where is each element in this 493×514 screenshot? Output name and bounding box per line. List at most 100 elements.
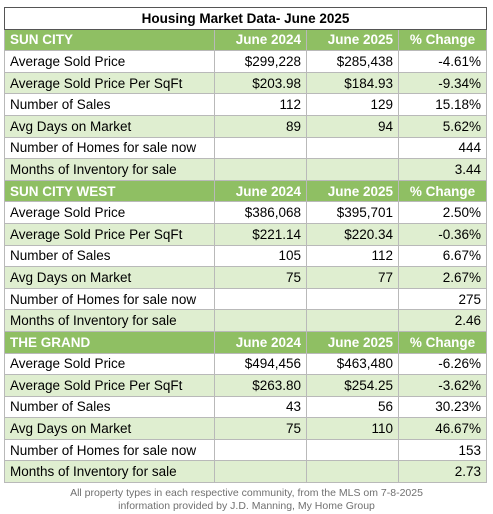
value-june-2025: 77: [306, 266, 399, 289]
row-label: Number of Sales: [4, 244, 215, 268]
column-header-june-2024: June 2024: [214, 330, 307, 354]
row-label: Average Sold Price Per SqFt: [4, 222, 215, 246]
row-label: Number of Sales: [4, 395, 215, 419]
title-row: Housing Market Data- June 2025: [3, 7, 488, 30]
table-row: Number of Sales 105 112 6.67%: [4, 244, 488, 268]
table-row: Avg Days on Market 75 110 46.67%: [4, 417, 488, 440]
value-june-2024: [214, 309, 307, 332]
table-row: Number of Homes for sale now 275: [4, 287, 488, 311]
table-row: Number of Homes for sale now 153: [4, 438, 488, 462]
value-june-2025: 129: [306, 93, 399, 116]
value-june-2025: $254.25: [306, 374, 399, 397]
value-pct-change: -9.34%: [397, 71, 488, 95]
value-june-2024: $386,068: [214, 201, 307, 224]
value-pct-change: -4.61%: [397, 50, 488, 73]
table-row: Average Sold Price Per SqFt $203.98 $184.9…: [4, 71, 488, 95]
value-june-2025: $395,701: [306, 201, 399, 224]
row-label: Average Sold Price Per SqFt: [4, 71, 215, 95]
value-june-2025: $220.34: [306, 222, 399, 246]
value-pct-change: 2.50%: [397, 201, 488, 224]
column-header-june-2025: June 2025: [306, 330, 399, 354]
value-june-2025: $285,438: [306, 50, 399, 73]
table-row: Months of Inventory for sale 2.46: [4, 309, 488, 332]
value-june-2024: 75: [214, 266, 307, 289]
value-june-2024: [214, 136, 307, 160]
value-june-2025: [306, 158, 399, 181]
table-row: Average Sold Price Per SqFt $221.14 $220.3…: [4, 222, 488, 246]
column-header-june-2024: June 2024: [214, 28, 307, 52]
section-name: SUN CITY: [4, 28, 215, 52]
value-pct-change: 15.18%: [397, 93, 488, 116]
value-june-2025: 56: [306, 395, 399, 419]
value-june-2024: 112: [214, 93, 307, 116]
value-june-2024: [214, 287, 307, 311]
column-header-pct-change: % Change: [397, 330, 488, 354]
value-june-2025: [306, 460, 399, 484]
market-data-table-container: Housing Market Data- June 2025 SUN CITY J…: [3, 7, 488, 484]
value-pct-change: 2.73: [397, 460, 488, 484]
value-june-2025: 112: [306, 244, 399, 268]
row-label: Number of Homes for sale now: [4, 136, 215, 160]
value-pct-change: -3.62%: [397, 374, 488, 397]
value-june-2024: 43: [214, 395, 307, 419]
row-label: Months of Inventory for sale: [4, 158, 215, 181]
table-row: Avg Days on Market 75 77 2.67%: [4, 266, 488, 289]
value-june-2024: 105: [214, 244, 307, 268]
row-label: Avg Days on Market: [4, 266, 215, 289]
value-june-2024: $221.14: [214, 222, 307, 246]
table-row: Months of Inventory for sale 2.73: [4, 460, 488, 484]
column-header-pct-change: % Change: [397, 179, 488, 203]
value-pct-change: 275: [397, 287, 488, 311]
row-label: Number of Homes for sale now: [4, 287, 215, 311]
value-june-2024: 89: [214, 114, 307, 138]
value-june-2025: [306, 136, 399, 160]
section-name: THE GRAND: [4, 330, 215, 354]
value-june-2024: [214, 158, 307, 181]
section-header-row: SUN CITY WEST June 2024 June 2025% Change: [4, 179, 488, 203]
value-pct-change: 153: [397, 438, 488, 462]
table-row: Average Sold Price $386,068 $395,701 2.50%: [4, 201, 488, 224]
table-row: Number of Sales 112 129 15.18%: [4, 93, 488, 116]
column-header-june-2024: June 2024: [214, 179, 307, 203]
value-pct-change: -0.36%: [397, 222, 488, 246]
table-title: Housing Market Data- June 2025: [3, 7, 488, 30]
row-label: Average Sold Price: [4, 201, 215, 224]
value-pct-change: 2.46: [397, 309, 488, 332]
value-june-2025: 94: [306, 114, 399, 138]
value-pct-change: 30.23%: [397, 395, 488, 419]
row-label: Number of Homes for sale now: [4, 438, 215, 462]
table-row: Average Sold Price $494,456 $463,480 -6.26%: [4, 352, 488, 376]
value-june-2024: $263.80: [214, 374, 307, 397]
table-row: Number of Homes for sale now 444: [4, 136, 488, 160]
value-june-2024: $299,228: [214, 50, 307, 73]
row-label: Months of Inventory for sale: [4, 460, 215, 484]
row-label: Avg Days on Market: [4, 417, 215, 440]
section-header-row: SUN CITY June 2024 June 2025% Change: [4, 28, 488, 52]
row-label: Average Sold Price Per SqFt: [4, 374, 215, 397]
table-row: Average Sold Price $299,228 $285,438 -4.61%: [4, 50, 488, 73]
column-header-june-2025: June 2025: [306, 28, 399, 52]
value-pct-change: 3.44: [397, 158, 488, 181]
value-june-2025: 110: [306, 417, 399, 440]
footer-line-1: All property types in each respective co…: [70, 487, 423, 499]
value-june-2025: [306, 287, 399, 311]
footer-note: All property types in each respective co…: [0, 487, 493, 512]
row-label: Months of Inventory for sale: [4, 309, 215, 332]
market-data-table: Housing Market Data- June 2025 SUN CITY J…: [3, 7, 488, 484]
column-header-june-2025: June 2025: [306, 179, 399, 203]
value-june-2024: $203.98: [214, 71, 307, 95]
value-june-2025: [306, 438, 399, 462]
footer-line-2: information provided by J.D. Manning, My…: [118, 499, 375, 512]
value-june-2024: [214, 460, 307, 484]
value-pct-change: 5.62%: [397, 114, 488, 138]
table-row: Avg Days on Market 89 94 5.62%: [4, 114, 488, 138]
table-row: Average Sold Price Per SqFt $263.80 $254.2…: [4, 374, 488, 397]
value-june-2025: $184.93: [306, 71, 399, 95]
value-pct-change: 6.67%: [397, 244, 488, 268]
row-label: Avg Days on Market: [4, 114, 215, 138]
value-june-2024: [214, 438, 307, 462]
table-row: Number of Sales 43 56 30.23%: [4, 395, 488, 419]
section-header-row: THE GRAND June 2024 June 2025% Change: [4, 330, 488, 354]
row-label: Average Sold Price: [4, 352, 215, 376]
value-june-2024: $494,456: [214, 352, 307, 376]
